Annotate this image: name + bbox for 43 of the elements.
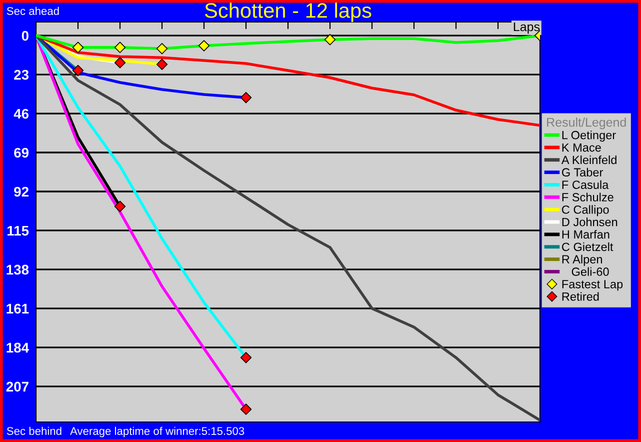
legend-label: L Oetinger <box>562 130 616 142</box>
point <box>72 64 84 76</box>
point <box>198 40 210 52</box>
text: Sec behind <box>6 426 62 435</box>
legend-label: Retired <box>562 292 599 301</box>
y-tick-label: 92 <box>14 186 28 197</box>
legend-label: C Gietzelt <box>562 242 614 252</box>
point <box>240 352 252 364</box>
y-tick-label: 46 <box>14 108 29 119</box>
point <box>156 58 168 70</box>
text: Average laptime of winner:5:15.503 <box>70 426 244 438</box>
point <box>114 200 126 212</box>
y-tick-label: 184 <box>6 342 29 353</box>
y-tick-label: 138 <box>6 264 29 275</box>
legend-label: D Johnsen <box>562 218 618 226</box>
legend-label: F Schulze <box>562 192 614 202</box>
line-series <box>36 34 540 127</box>
point <box>72 42 84 54</box>
legend-label: K Mace <box>562 143 601 152</box>
legend-label: F Casula <box>562 180 609 189</box>
point <box>324 34 336 46</box>
legend-label: Fastest Lap <box>562 280 623 291</box>
text: Sec ahead <box>6 6 59 15</box>
legend-title: Result/Legend <box>547 118 626 130</box>
y-tick-label: 207 <box>6 382 28 392</box>
legend-label: R Alpen <box>562 254 602 266</box>
legend-label: G Taber <box>562 168 603 177</box>
point <box>240 92 252 104</box>
y-tick-label: 69 <box>14 148 29 158</box>
chart-title: Schotten - 12 laps <box>204 2 372 22</box>
y-tick-label: 161 <box>6 304 29 314</box>
legend-label: A Kleinfeld <box>561 155 616 164</box>
point <box>114 57 126 68</box>
legend-label: C Callipo <box>562 205 609 216</box>
y-tick-label: 115 <box>8 226 29 236</box>
legend-label: H Marfan <box>562 230 610 239</box>
point <box>114 42 126 54</box>
y-tick-label: 23 <box>14 70 29 80</box>
legend-label: Geli-60 <box>572 267 609 276</box>
point <box>156 42 168 54</box>
point <box>240 404 252 415</box>
x-axis-title: Laps <box>514 22 540 34</box>
y-tick-label: 0 <box>22 30 28 41</box>
